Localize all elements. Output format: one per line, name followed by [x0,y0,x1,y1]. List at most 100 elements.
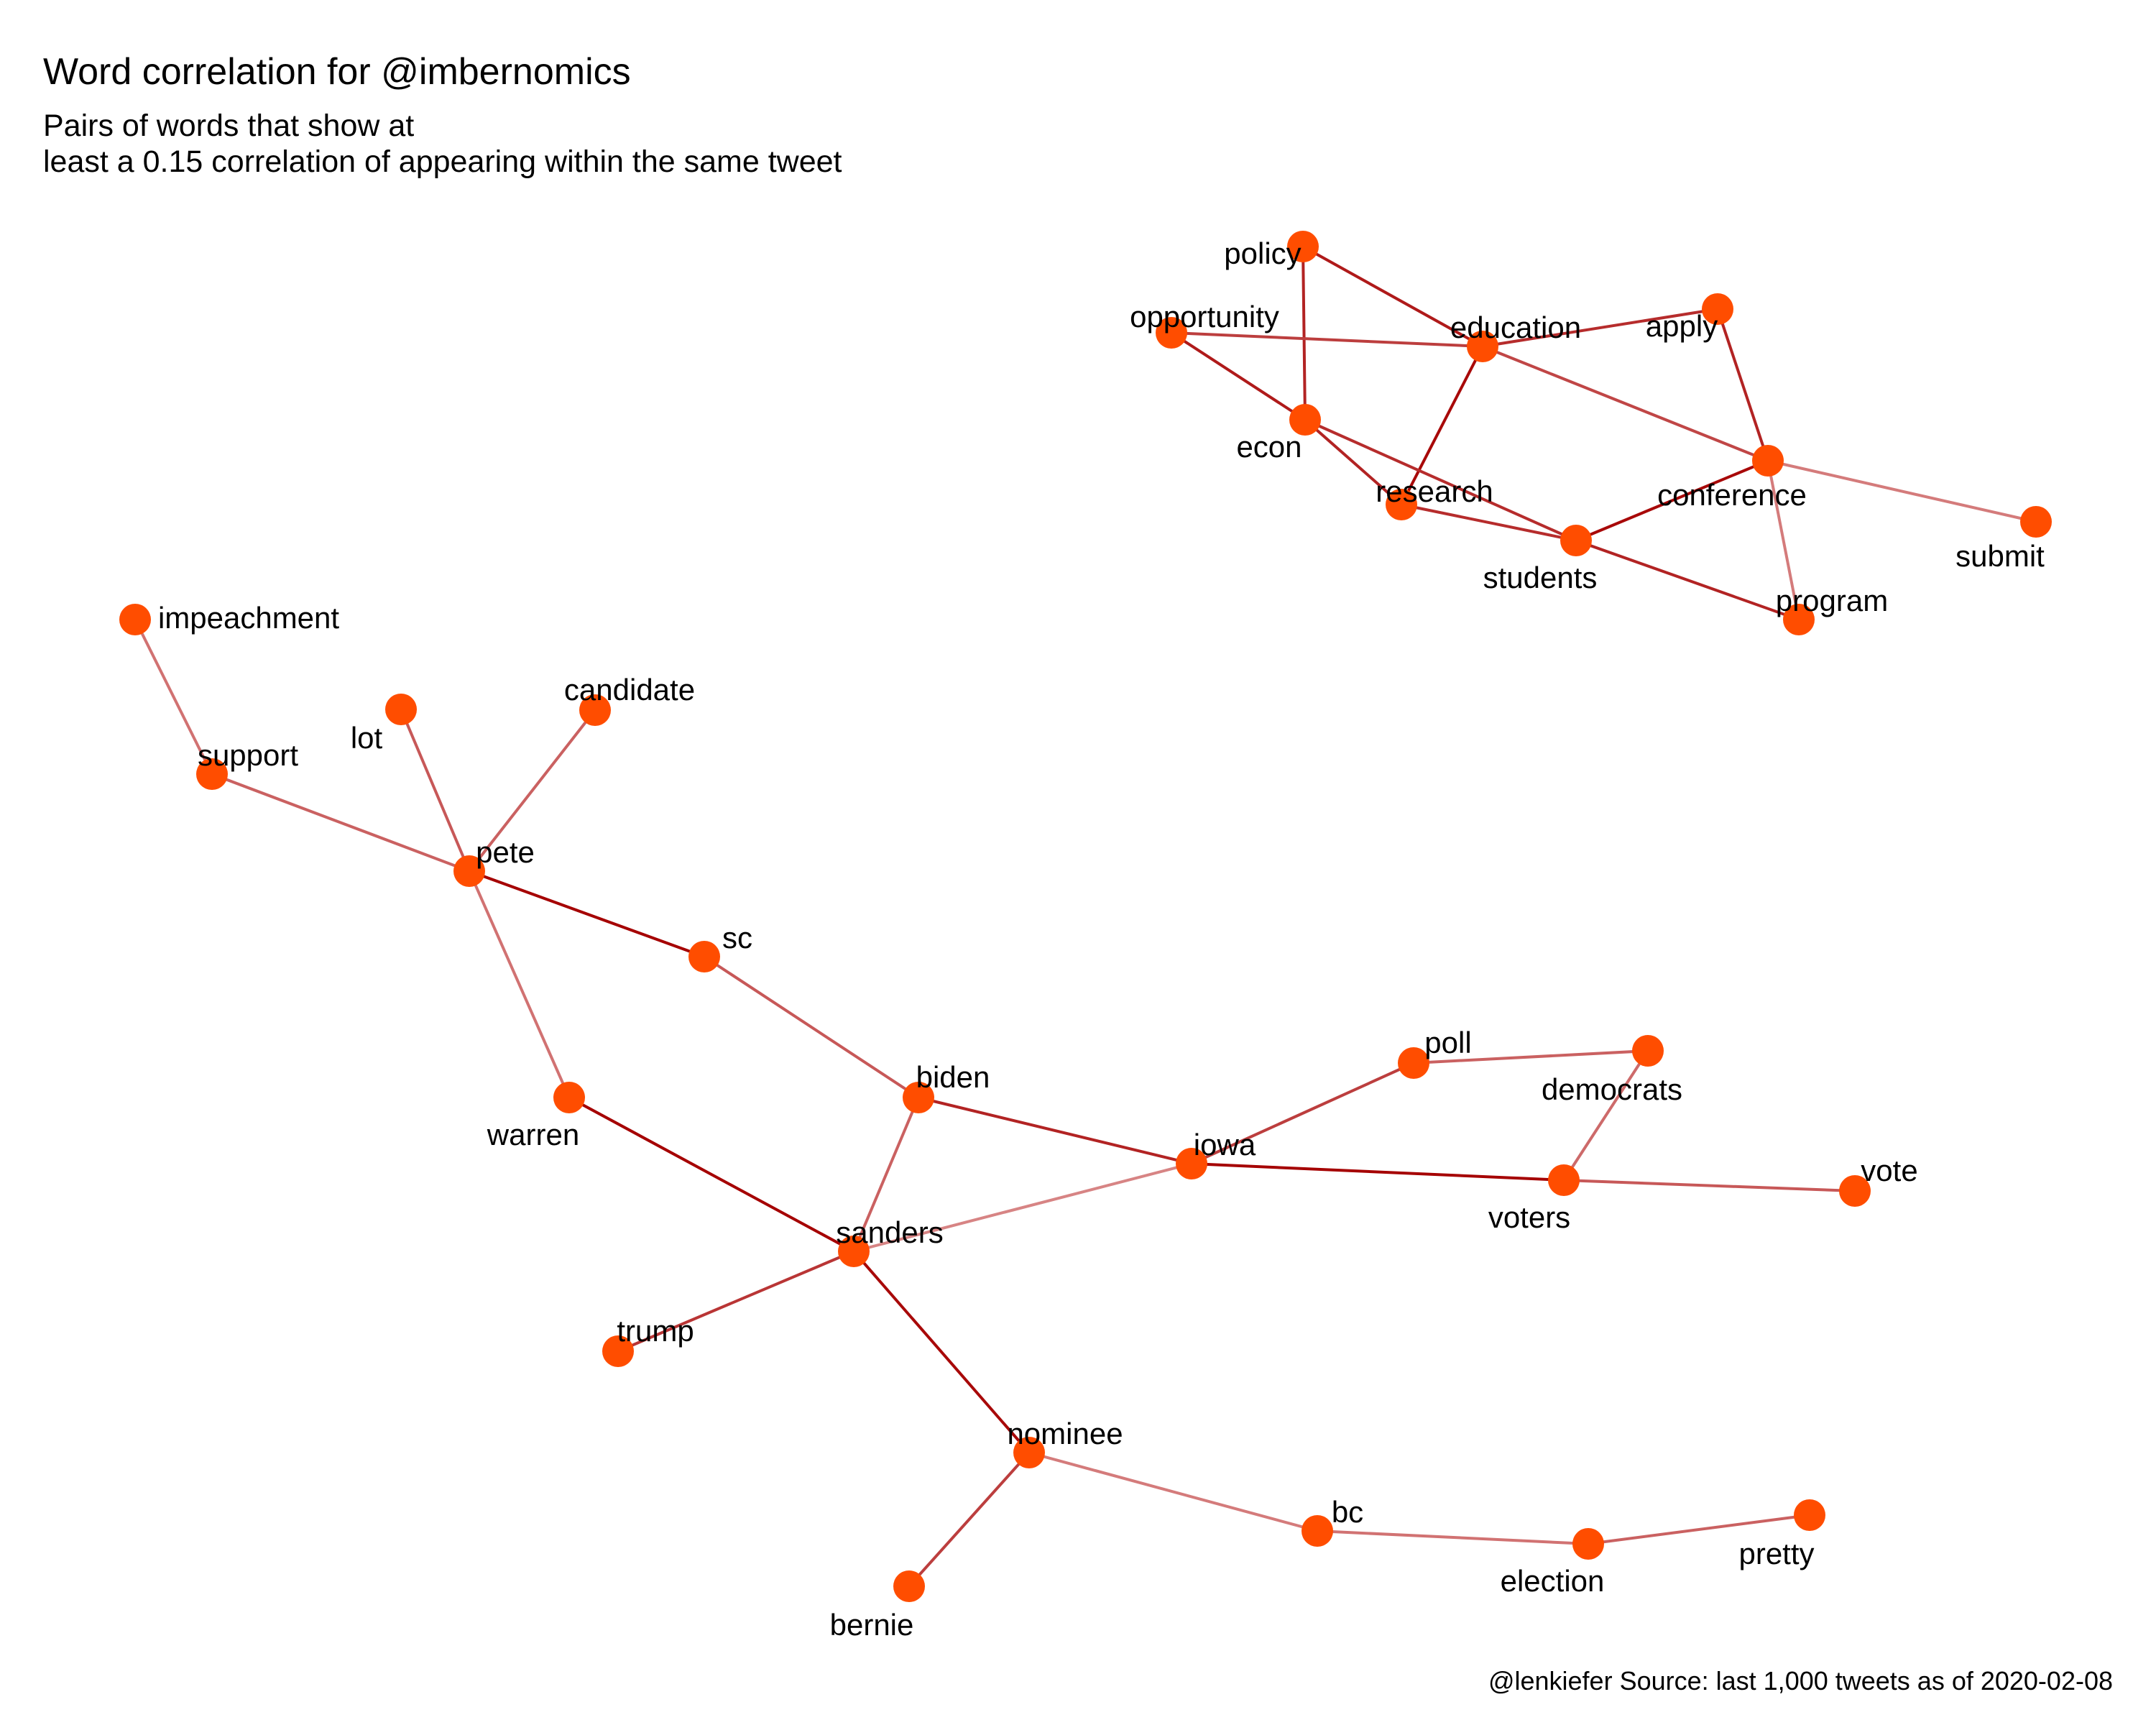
node-label-sc: sc [722,921,752,954]
node-label-pretty: pretty [1738,1537,1814,1570]
edge-democrats-voters [1562,1049,1649,1182]
node-sc [688,941,720,972]
node-students [1560,525,1592,556]
node-econ [1289,404,1321,436]
node-voters [1548,1164,1580,1196]
edge-candidate-pete [468,709,596,873]
node-label-democrats: democrats [1542,1072,1682,1106]
edge-pete-warren [468,870,571,1098]
edge-sanders-trump [617,1250,854,1353]
node-conference [1752,445,1784,477]
node-policy [1287,231,1319,262]
edge-students-program [1575,539,1800,621]
node-democrats [1632,1035,1664,1067]
edge-impeachment-support [134,619,213,775]
node-label-students: students [1483,561,1598,594]
node-label-econ: econ [1236,430,1302,464]
node-label-voters: voters [1488,1200,1570,1234]
node-label-lot: lot [351,721,383,755]
node-label-warren: warren [487,1118,579,1151]
edge-pete-sc [469,870,705,958]
node-warren [553,1082,585,1113]
edge-biden-sanders [852,1097,920,1252]
edge-conference-program [1766,460,1800,620]
edge-policy-econ [1302,246,1307,420]
node-label-nominee: nominee [1007,1417,1123,1450]
edge-opportunity-education [1171,331,1483,348]
edge-conference-submit [1767,459,2037,523]
edge-voters-vote [1563,1179,1856,1192]
node-research [1386,489,1417,520]
edge-education-research [1400,346,1484,505]
node-label-trump: trump [617,1314,694,1348]
node-label-biden: biden [916,1060,990,1094]
edge-poll-democrats [1413,1049,1649,1064]
node-program [1783,604,1815,635]
edge-nominee-bernie [908,1451,1031,1588]
node-label-sanders: sanders [836,1215,943,1249]
node-support [196,758,228,790]
node-pete [453,855,485,887]
node-education [1467,331,1498,362]
node-label-opportunity: opportunity [1130,300,1279,334]
node-label-policy: policy [1224,236,1301,270]
edge-education-conference [1482,345,1769,462]
node-vote [1839,1175,1871,1207]
edge-econ-research [1304,418,1403,506]
edge-iowa-poll [1191,1062,1414,1165]
node-biden [903,1082,934,1113]
node-label-pete: pete [476,835,535,869]
node-election [1572,1528,1604,1560]
node-iowa [1176,1148,1207,1179]
node-trump [602,1335,634,1367]
edge-sanders-nominee [852,1250,1031,1454]
node-label-submit: submit [1955,539,2045,573]
edge-support-pete [211,773,470,873]
node-bernie [893,1570,925,1602]
subtitle-line-1: Pairs of words that show at [43,109,415,143]
edge-econ-students [1304,418,1577,542]
node-label-vote: vote [1861,1154,1917,1187]
node-nominee [1013,1437,1045,1468]
edge-policy-education [1302,245,1483,348]
node-label-conference: conference [1657,478,1807,512]
edge-iowa-voters [1191,1162,1565,1182]
edge-students-conference [1575,459,1769,542]
node-label-research: research [1376,474,1493,508]
source-caption: @lenkiefer Source: last 1,000 tweets as … [1488,1666,2113,1696]
node-label-election: election [1501,1564,1605,1598]
node-layer [119,231,2052,1602]
edge-education-apply [1482,308,1718,348]
node-label-program: program [1776,584,1888,617]
edge-sc-biden [703,955,920,1099]
node-label-iowa: iowa [1194,1128,1256,1162]
node-label-apply: apply [1646,309,1718,343]
edge-apply-conference [1716,308,1769,461]
node-label-support: support [198,738,298,772]
node-label-bc: bc [1332,1495,1363,1529]
edge-election-pretty [1588,1514,1810,1545]
node-candidate [579,694,611,726]
edge-lot-pete [400,709,471,872]
edge-bc-election [1317,1530,1589,1545]
node-sanders [838,1236,870,1267]
node-opportunity [1156,317,1187,349]
edge-opportunity-econ [1170,331,1307,421]
node-label-education: education [1450,310,1581,344]
node-apply [1702,293,1733,325]
edge-nominee-bc [1028,1451,1318,1532]
node-label-bernie: bernie [830,1608,914,1642]
node-label-impeachment: impeachment [158,601,339,635]
edge-layer [134,245,2037,1588]
edge-biden-iowa [918,1096,1192,1165]
edge-warren-sanders [568,1096,854,1253]
node-impeachment [119,604,151,635]
label-layer: policy opportunity education apply econ resea… [158,236,2045,1642]
node-submit [2020,506,2052,538]
subtitle-line-2: least a 0.15 correlation of appearing wi… [43,144,842,179]
node-label-candidate: candidate [564,673,695,707]
chart-subtitle: Pairs of words that show at least a 0.15… [43,108,842,180]
edge-research-students [1401,503,1577,542]
chart-title: Word correlation for @imbernomics [43,51,631,93]
